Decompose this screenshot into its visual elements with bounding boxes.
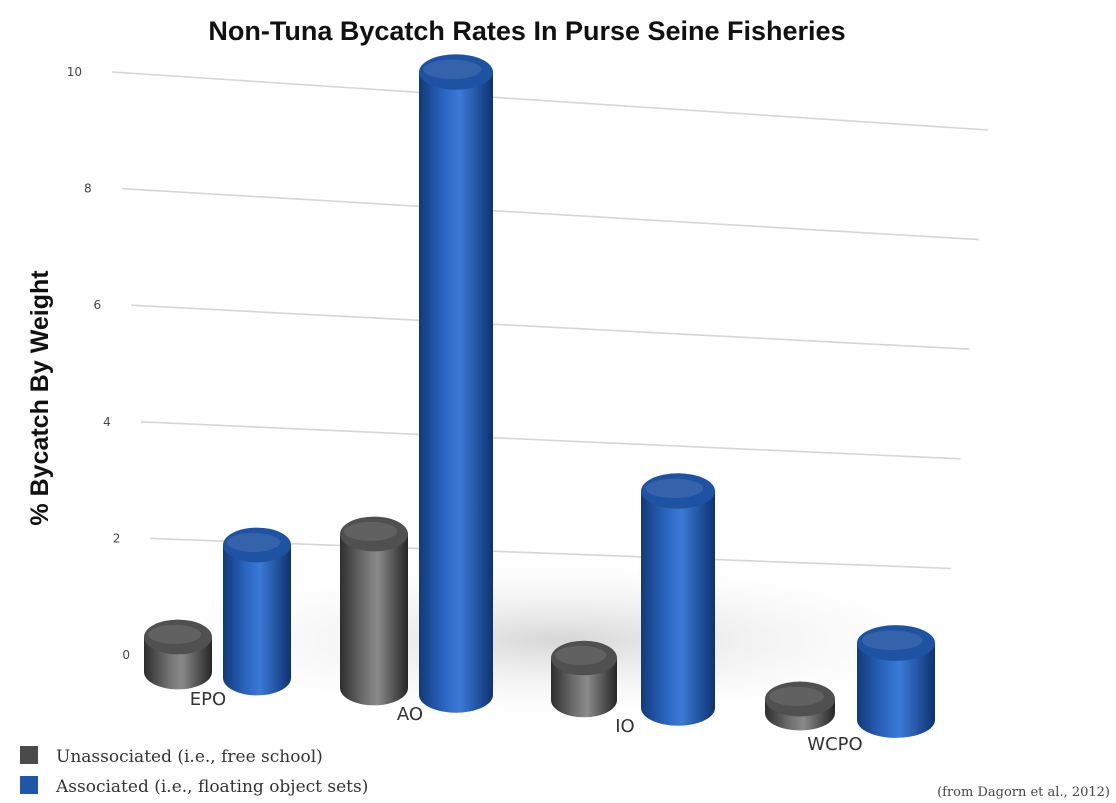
bar-unassociated-ao [340,516,408,706]
y-axis-label: % Bycatch By Weight [26,270,54,526]
bar-unassociated-epo [144,619,212,690]
gridline [111,71,989,131]
category-label-io: IO [615,716,634,737]
bar-associated-io [641,473,715,726]
legend-label-unassociated: Unassociated (i.e., free school) [56,747,323,767]
legend: Unassociated (i.e., free school) Associa… [20,746,368,797]
bar-unassociated-io [551,640,617,718]
gridline [140,421,961,460]
source-note: (from Dagorn et al., 2012) [937,785,1110,800]
gridline [121,187,979,241]
category-label-wcpo: WCPO [807,734,862,755]
y-tick-label: 0 [122,648,130,662]
y-tick-label: 4 [103,415,111,429]
gridline [131,304,970,350]
bar-associated-wcpo [857,625,935,738]
y-tick-label: 8 [84,182,92,196]
category-labels: EPO AO IO WCPO [190,689,863,755]
y-tick-label: 10 [67,65,82,79]
bar-unassociated-wcpo [765,681,835,731]
gridlines [111,71,989,570]
y-tick-labels: 0 2 4 6 8 10 [67,65,130,662]
category-label-ao: AO [397,704,423,725]
category-label-epo: EPO [190,689,226,710]
y-tick-label: 6 [94,298,102,312]
y-tick-label: 2 [113,531,121,545]
bar-associated-epo [223,527,291,696]
legend-label-associated: Associated (i.e., floating object sets) [55,777,368,797]
bar-associated-ao [419,54,493,713]
bars [144,54,935,738]
legend-swatch-unassociated [20,746,38,764]
legend-swatch-associated [20,776,38,794]
chart-title: Non-Tuna Bycatch Rates In Purse Seine Fi… [208,16,845,46]
